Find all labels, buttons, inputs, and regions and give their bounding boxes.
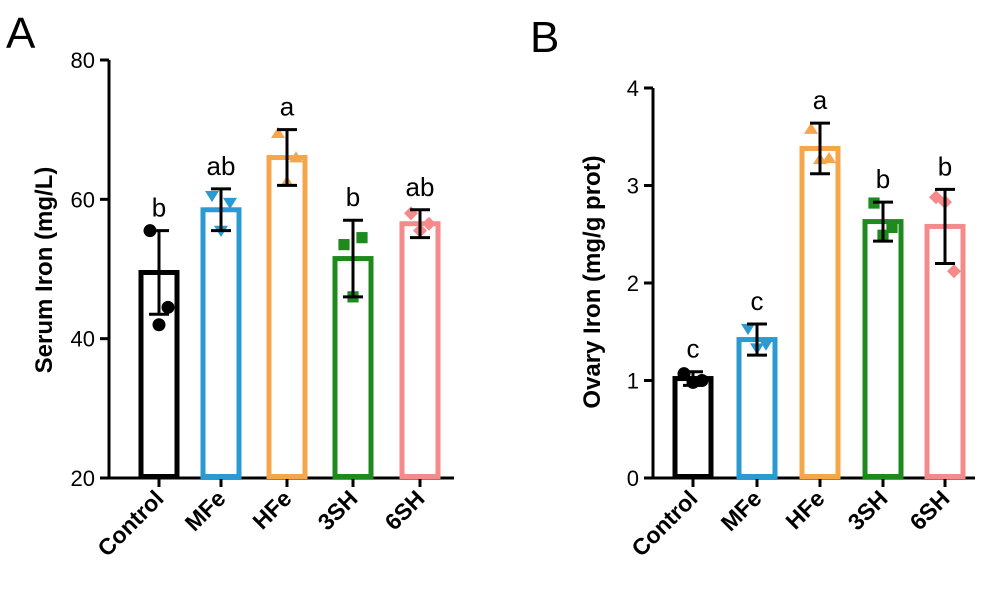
significance-label: b [938, 151, 952, 181]
y-tick-label: 0 [627, 466, 639, 491]
significance-label: a [280, 92, 295, 122]
data-point [205, 191, 219, 202]
data-point [741, 324, 755, 335]
panel-a: A Serum Iron (mg/L) 20406080bControlabMF… [6, 9, 454, 561]
y-tick-label: 80 [71, 48, 95, 73]
data-point [338, 239, 349, 250]
y-axis-title-a: Serum Iron (mg/L) [31, 167, 58, 374]
x-category-label: 6SH [380, 485, 430, 535]
panel-letter-b: B [530, 13, 559, 62]
bar-control [675, 379, 711, 477]
panel-b: B Ovary Iron (mg/g prot) 0 1 2 3 4 c Control c M… [530, 13, 975, 561]
data-point [162, 301, 175, 314]
x-category-label: MFe [180, 485, 231, 536]
y-tick-label: 40 [71, 327, 95, 352]
bar-hfe [802, 148, 838, 476]
x-category-label: Control [626, 485, 702, 561]
plot-area-b: 0 1 2 3 4 c Control c MFe a HFe b 3SH b 6SH [626, 76, 975, 561]
bar-hfe [269, 158, 305, 477]
y-tick-label: 3 [627, 174, 639, 199]
significance-label: c [687, 334, 700, 364]
bar-3sh [865, 222, 901, 477]
y-tick-label: 60 [71, 187, 95, 212]
data-point [886, 222, 897, 233]
significance-label: b [152, 193, 166, 223]
bar-mfe [203, 210, 239, 477]
y-tick-label: 20 [71, 466, 95, 491]
panel-letter-a: A [6, 9, 36, 58]
y-axis-title-b: Ovary Iron (mg/g prot) [579, 155, 606, 408]
significance-label: ab [406, 172, 435, 202]
x-category-label: Control [92, 485, 168, 561]
x-category-label: 3SH [843, 485, 893, 535]
significance-label: a [813, 85, 828, 115]
significance-label: c [751, 286, 764, 316]
bar-mfe [739, 340, 775, 477]
chart-figure: A Serum Iron (mg/L) 20406080bControlabMF… [0, 0, 1000, 598]
significance-label: b [876, 164, 890, 194]
plot-area-a: 20 40 60 80 b Control ab MFe a HFe b 3SH ab 6SH [71, 48, 454, 561]
data-point [153, 318, 166, 331]
y-tick-label: 2 [627, 271, 639, 296]
x-category-label: 6SH [905, 485, 955, 535]
data-point [356, 232, 367, 243]
y-tick-label: 1 [627, 369, 639, 394]
y-tick-label: 4 [627, 76, 639, 101]
x-category-label: HFe [247, 485, 296, 534]
bar-6sh [402, 224, 438, 477]
significance-label: ab [207, 151, 236, 181]
x-category-label: HFe [780, 485, 829, 534]
significance-label: b [346, 182, 360, 212]
x-category-label: MFe [716, 485, 767, 536]
x-category-label: 3SH [313, 485, 363, 535]
